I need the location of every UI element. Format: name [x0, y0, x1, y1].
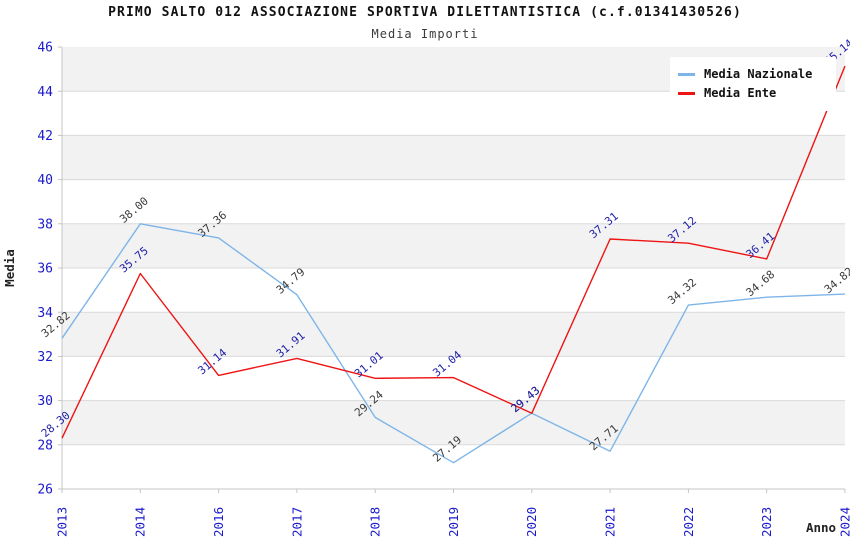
y-tick-label: 30	[37, 394, 53, 409]
point-label: 38.00	[117, 194, 151, 225]
point-label: 34.68	[744, 268, 778, 299]
chart-legend: Media Nazionale Media Ente	[670, 57, 836, 111]
plot-band	[62, 312, 845, 357]
y-tick-label: 40	[37, 173, 53, 188]
y-tick-label: 42	[37, 129, 53, 144]
plot-band	[62, 135, 845, 180]
x-tick-label: 2014	[133, 507, 148, 537]
y-tick-label: 26	[37, 483, 53, 498]
chart-title: PRIMO SALTO 012 ASSOCIAZIONE SPORTIVA DI…	[108, 5, 742, 20]
x-tick-label: 2023	[759, 507, 774, 537]
x-tick-label: 2020	[524, 507, 539, 537]
y-tick-label: 32	[37, 350, 53, 365]
x-tick-label: 2021	[602, 507, 617, 537]
x-axis-title: Anno	[806, 520, 836, 535]
series-line-media-nazionale	[61, 223, 846, 464]
x-tick-label: 2013	[54, 507, 69, 537]
legend-line-swatch	[678, 91, 695, 95]
y-tick-label: 38	[37, 217, 53, 232]
x-tick-label: 2019	[446, 507, 461, 537]
y-tick-label: 44	[37, 85, 53, 100]
plot-band	[62, 223, 845, 268]
series-line-media-ente	[61, 65, 846, 439]
x-tick-label: 2016	[211, 507, 226, 537]
legend-label: Media Ente	[704, 86, 777, 100]
legend-line-swatch	[678, 72, 695, 76]
chart-subtitle: Media Importi	[371, 27, 479, 41]
y-tick-label: 28	[37, 438, 53, 453]
legend-item-media-nazionale: Media Nazionale	[678, 67, 828, 81]
x-tick-label: 2024	[837, 507, 850, 537]
point-label: 34.82	[822, 265, 850, 296]
y-tick-label: 36	[37, 262, 53, 277]
plot-band	[62, 400, 845, 445]
x-tick-label: 2022	[681, 507, 696, 537]
y-axis-title: Media	[2, 249, 17, 287]
y-tick-label: 46	[37, 41, 53, 56]
legend-label: Media Nazionale	[704, 67, 813, 81]
x-tick-label: 2017	[289, 507, 304, 537]
y-tick-label: 34	[37, 306, 53, 321]
legend-item-media-ente: Media Ente	[678, 86, 828, 100]
point-label: 34.32	[665, 276, 699, 307]
x-tick-label: 2018	[368, 507, 383, 537]
